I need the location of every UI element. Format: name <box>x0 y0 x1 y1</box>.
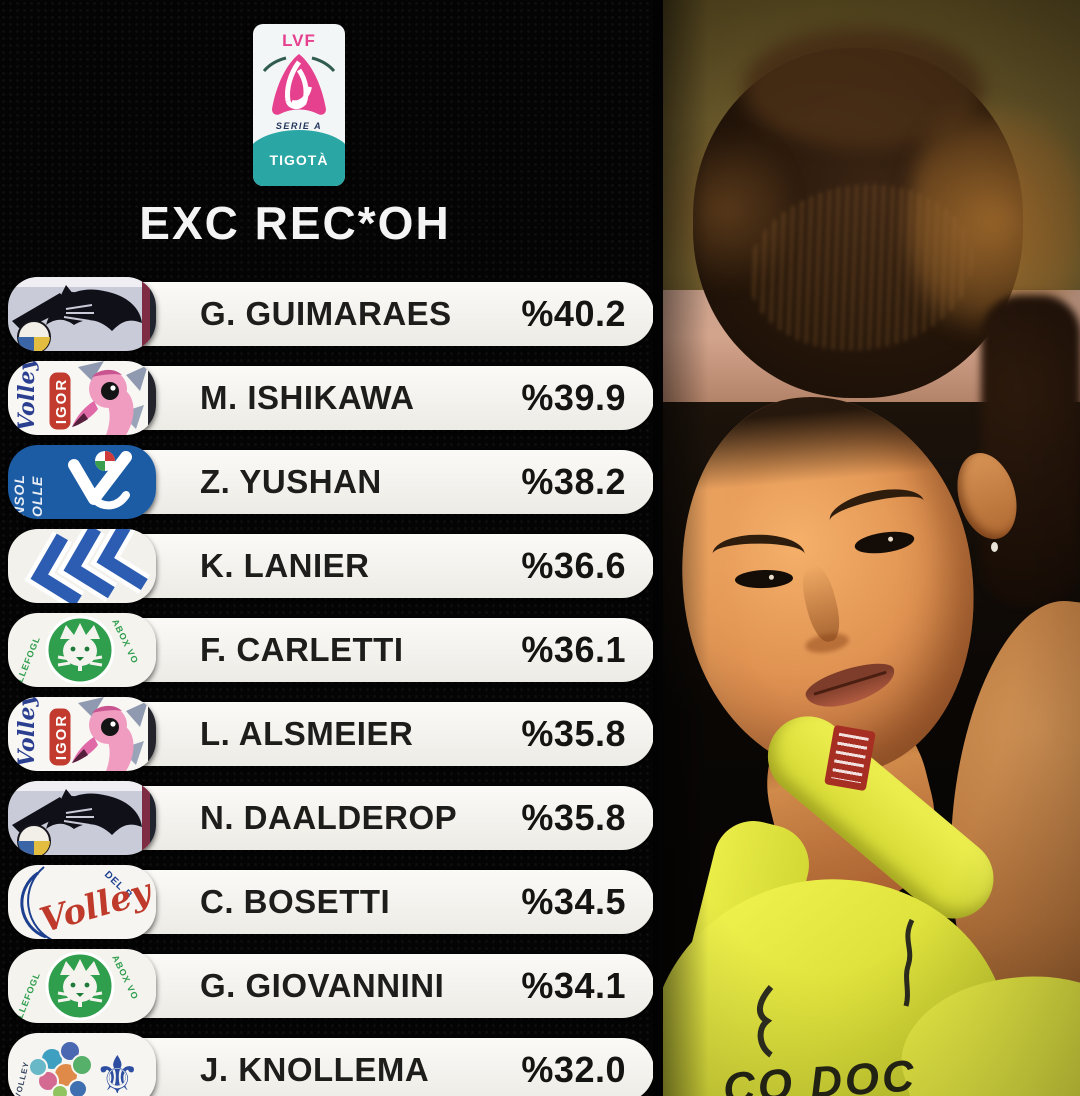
player-bar: C. BOSETTI %34.5 <box>64 870 654 934</box>
team-logo <box>8 361 156 435</box>
team-logo <box>8 865 156 939</box>
player-name: G. GUIMARAES <box>200 295 452 332</box>
team-logo <box>8 781 156 855</box>
leaderboard-row: N. DAALDEROP %35.8 <box>8 786 656 850</box>
photo-eyebrow-left <box>712 534 805 574</box>
page-title: EXC REC*OH <box>139 197 451 249</box>
leaderboard-row: F. CARLETTI %36.1 <box>8 618 656 682</box>
player-value: %35.8 <box>521 797 626 838</box>
team-logo <box>8 949 156 1023</box>
leaderboard-row: J. KNOLLEMA %32.0 <box>8 1038 656 1096</box>
team-logo <box>8 1033 156 1096</box>
badge-sponsor-band: TIGOTÀ <box>253 130 345 186</box>
team-logo <box>8 613 156 687</box>
leaderboard-panel: LVF SERIE A TIGOTÀ EXC REC*OH G. GUIMARA… <box>0 0 660 1096</box>
player-bar: G. GUIMARAES %40.2 <box>64 282 654 346</box>
photo-eyebrow-right <box>825 481 928 540</box>
player-value: %36.6 <box>521 545 626 586</box>
league-name: LVF <box>282 31 316 50</box>
leaderboard-row: G. GUIMARAES %40.2 <box>8 282 656 346</box>
photo-eye-left <box>734 569 794 590</box>
player-name: Z. YUSHAN <box>200 463 382 500</box>
leaderboard-row: M. ISHIKAWA %39.9 <box>8 366 656 430</box>
player-photo: CO DOC <box>653 0 1080 1096</box>
player-bar: J. KNOLLEMA %32.0 <box>64 1038 654 1096</box>
player-value: %34.5 <box>521 881 626 922</box>
photo-hair-curls <box>981 295 1080 605</box>
player-name: F. CARLETTI <box>200 631 404 668</box>
player-value: %32.0 <box>521 1049 626 1090</box>
photo-eye-glint <box>768 574 775 580</box>
player-value: %35.8 <box>521 713 626 754</box>
leaderboard-row: L. ALSMEIER %35.8 <box>8 702 656 766</box>
player-bar: L. ALSMEIER %35.8 <box>64 702 654 766</box>
player-bar: N. DAALDEROP %35.8 <box>64 786 654 850</box>
player-bar: F. CARLETTI %36.1 <box>64 618 654 682</box>
photo-nose-tip <box>803 630 851 656</box>
photo-eye-right <box>853 528 916 557</box>
leaderboard: G. GUIMARAES %40.2 M. ISHIKAWA %39.9 Z. … <box>8 282 656 1096</box>
player-bar: G. GIOVANNINI %34.1 <box>64 954 654 1018</box>
leaderboard-row: C. BOSETTI %34.5 <box>8 870 656 934</box>
leaderboard-row: K. LANIER %36.6 <box>8 534 656 598</box>
photo-left-edge <box>653 0 663 1096</box>
player-bar: Z. YUSHAN %38.2 <box>64 450 654 514</box>
sponsor-name: TIGOTÀ <box>269 152 329 168</box>
player-name: J. KNOLLEMA <box>200 1051 430 1088</box>
player-name: L. ALSMEIER <box>200 715 414 752</box>
player-value: %36.1 <box>521 629 626 670</box>
serie-a-swirl-icon <box>262 54 336 115</box>
player-name: N. DAALDEROP <box>200 799 458 836</box>
serie-a-label: SERIE A <box>275 121 323 131</box>
photo-eye-glint <box>887 536 894 542</box>
player-name: G. GIOVANNINI <box>200 967 445 1004</box>
team-logo <box>8 445 156 519</box>
player-value: %34.1 <box>521 965 626 1006</box>
player-value: %39.9 <box>521 377 626 418</box>
photo-lips <box>801 655 900 716</box>
player-name: K. LANIER <box>200 547 370 584</box>
player-value: %38.2 <box>521 461 626 502</box>
photo-earring <box>991 542 998 552</box>
player-value: %40.2 <box>521 293 626 334</box>
leaderboard-row: G. GIOVANNINI %34.1 <box>8 954 656 1018</box>
leaderboard-row: Z. YUSHAN %38.2 <box>8 450 656 514</box>
jersey-crest-mark <box>903 918 915 1007</box>
team-logo <box>8 277 156 351</box>
team-logo <box>8 529 156 603</box>
league-badge: LVF SERIE A TIGOTÀ <box>253 24 345 186</box>
player-name: C. BOSETTI <box>200 883 391 920</box>
team-logo <box>8 697 156 771</box>
joma-logo <box>757 985 774 1058</box>
player-name: M. ISHIKAWA <box>200 379 415 416</box>
player-bar: M. ISHIKAWA %39.9 <box>64 366 654 430</box>
player-bar: K. LANIER %36.6 <box>64 534 654 598</box>
